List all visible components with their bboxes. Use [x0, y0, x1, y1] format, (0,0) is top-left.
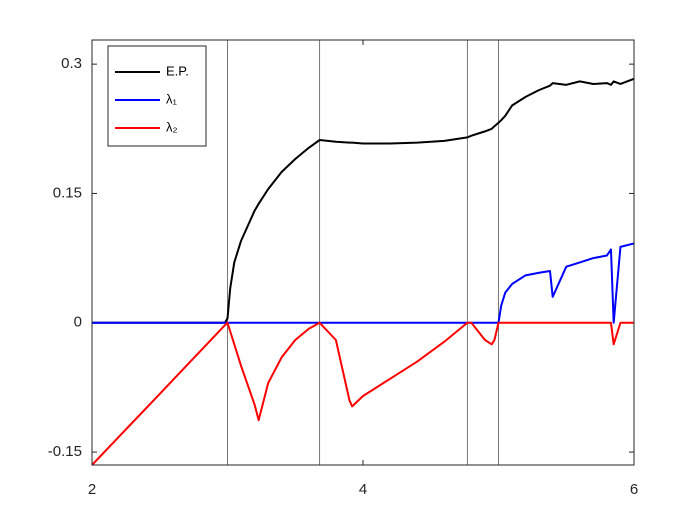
- y-tick-label: 0: [74, 314, 82, 331]
- legend-box: [107, 45, 207, 147]
- legend: E.P. λ₁ λ₂: [107, 45, 207, 147]
- y-tick-label: 0.15: [53, 184, 82, 201]
- x-tick-label: 4: [359, 481, 367, 498]
- y-tick-label: 0.3: [61, 55, 82, 72]
- legend-label: λ₁: [166, 91, 178, 106]
- series-line: [92, 242, 635, 324]
- legend-label: E.P.: [166, 63, 189, 78]
- y-tick-label: -0.15: [48, 443, 82, 460]
- axes-box: [91, 39, 635, 466]
- series-line: [92, 77, 635, 324]
- x-tick-label: 6: [630, 481, 638, 498]
- series-line: [91, 321, 634, 466]
- x-tick-label: 2: [88, 481, 96, 498]
- legend-label: λ₂: [166, 119, 178, 134]
